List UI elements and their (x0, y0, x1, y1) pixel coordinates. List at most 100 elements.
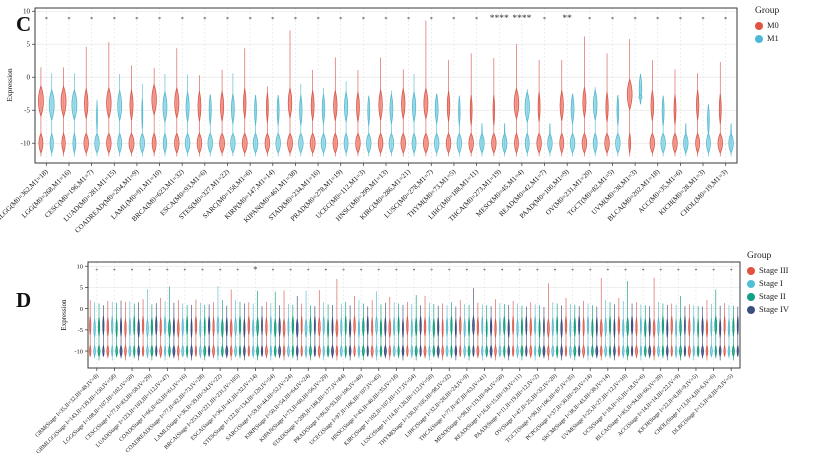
violin (185, 91, 190, 123)
violin (72, 131, 77, 155)
violin (498, 317, 501, 337)
violin (388, 132, 395, 155)
significance-marker: * (113, 268, 116, 274)
legend-item-stage2: Stage II (747, 290, 789, 303)
violin (560, 344, 563, 358)
violin (238, 316, 242, 335)
violin (446, 91, 451, 122)
violin (492, 95, 496, 126)
violin (343, 132, 349, 155)
significance-marker: * (316, 16, 319, 23)
violin (608, 316, 612, 335)
violin (514, 132, 519, 155)
violin (441, 344, 444, 358)
violin (379, 318, 383, 338)
violin (529, 317, 532, 337)
significance-marker: * (67, 16, 70, 23)
violin (106, 317, 110, 337)
significance-marker: * (325, 268, 328, 274)
violin (348, 318, 352, 338)
violin (485, 344, 488, 358)
significance-marker: * (339, 16, 342, 23)
violin (578, 345, 581, 357)
violin (252, 318, 255, 338)
significance-marker: * (452, 16, 455, 23)
violin (674, 344, 678, 358)
violin (503, 345, 506, 357)
violin (617, 316, 621, 335)
violin (717, 132, 723, 155)
violin (648, 344, 652, 358)
violin (190, 344, 193, 358)
panel-c-label: C (16, 12, 32, 36)
violin (428, 316, 431, 335)
violin (234, 317, 237, 337)
violin (366, 345, 369, 357)
significance-marker: * (430, 16, 433, 23)
significance-marker: * (536, 268, 539, 274)
violin (423, 86, 429, 121)
violin (670, 345, 673, 357)
violin (520, 317, 523, 337)
violin (137, 344, 140, 358)
violin (714, 345, 717, 357)
violin (388, 344, 392, 358)
violin (411, 132, 417, 155)
violin (604, 317, 607, 337)
violin (392, 344, 396, 358)
violin (141, 316, 145, 335)
legend-label-m1: M1 (767, 33, 779, 43)
violin (225, 317, 228, 337)
violin (264, 132, 271, 155)
violin (260, 345, 264, 357)
violin (445, 132, 452, 155)
y-tick-label: 10 (23, 8, 31, 16)
violin (469, 95, 473, 126)
violin (196, 132, 203, 155)
violin (679, 344, 682, 358)
y-axis-title: Expression (60, 299, 68, 331)
violin (177, 344, 180, 358)
violin (520, 344, 524, 358)
significance-marker: * (642, 268, 645, 274)
violin (529, 344, 533, 358)
violin (139, 132, 146, 155)
significance-marker: **** (490, 14, 509, 24)
violin (688, 317, 691, 337)
violin (389, 93, 394, 125)
violin (256, 317, 259, 337)
violin (256, 344, 260, 358)
violin (595, 344, 599, 358)
stage3-swatch-icon (747, 266, 755, 275)
violin (309, 132, 316, 154)
x-tick-label: LIHC(Stage I=32,II=28,III=24,IV=9) (404, 372, 471, 439)
violin (695, 132, 701, 155)
stage1-swatch-icon (747, 279, 755, 288)
violin (106, 86, 112, 120)
violin (309, 344, 312, 358)
violin (507, 318, 510, 338)
violin (423, 317, 427, 337)
violin (599, 344, 603, 358)
significance-marker: * (307, 268, 310, 274)
violin (559, 90, 564, 121)
violin (159, 344, 163, 358)
violin (379, 344, 383, 358)
violin (630, 345, 634, 357)
violin (723, 345, 726, 357)
violin (696, 344, 700, 358)
violin (168, 318, 171, 338)
violin (503, 316, 506, 335)
violin (458, 95, 461, 127)
violin (348, 344, 352, 358)
significance-marker: * (249, 16, 252, 23)
violin (251, 344, 255, 358)
violin (617, 345, 620, 357)
violin (326, 344, 330, 358)
violin (357, 318, 360, 338)
violin (626, 77, 633, 111)
violin (564, 316, 568, 335)
violin (489, 344, 493, 358)
violin (718, 93, 722, 125)
significance-marker: * (203, 16, 206, 23)
